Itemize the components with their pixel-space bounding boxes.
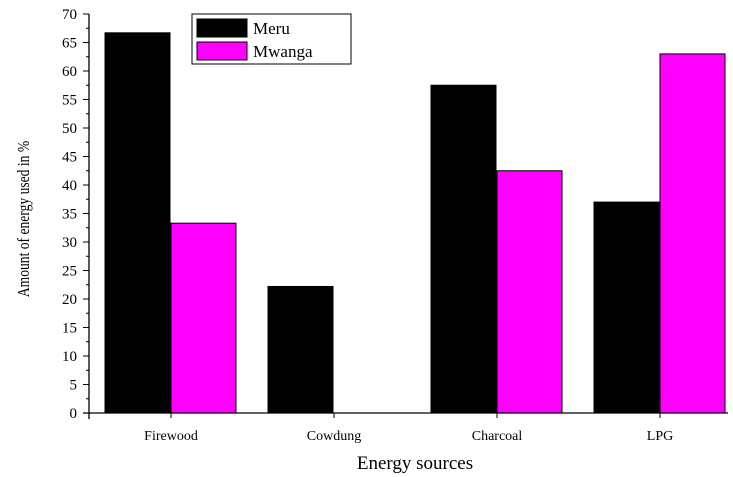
bars-layer: [104, 32, 726, 414]
legend-label-mwanga: Mwanga: [253, 42, 313, 61]
y-tick-label: 5: [70, 378, 78, 394]
y-tick-label: 50: [62, 121, 77, 137]
x-axis-title: Energy sources: [357, 453, 473, 474]
bar-mwanga-lpg: [659, 53, 726, 414]
y-tick-label: 15: [62, 321, 77, 337]
x-tick-label-firewood: Firewood: [144, 429, 198, 444]
y-tick-label: 65: [62, 36, 77, 52]
bar-meru-firewood: [104, 32, 171, 414]
legend: Meru Mwanga: [191, 13, 352, 65]
y-tick-label: 45: [62, 150, 77, 166]
y-tick-label: 10: [62, 349, 77, 365]
y-tick-label: 20: [62, 292, 77, 308]
y-tick-label: 0: [70, 406, 78, 422]
x-tick-label-cowdung: Cowdung: [307, 429, 361, 444]
y-tick-label: 30: [62, 235, 77, 251]
y-tick-label: 40: [62, 178, 77, 194]
y-tick-label: 35: [62, 207, 77, 223]
legend-swatch-mwanga: [196, 41, 248, 61]
legend-label-meru: Meru: [253, 19, 290, 38]
bar-meru-cowdung: [267, 285, 334, 414]
y-tick-label: 60: [62, 64, 77, 80]
y-tick-label: 70: [62, 7, 77, 23]
y-axis-title: Amount of energy used in %: [15, 141, 34, 297]
y-tick-label: 55: [62, 93, 77, 109]
bar-meru-charcoal: [430, 84, 497, 414]
legend-swatch-meru: [196, 18, 248, 38]
bar-mwanga-charcoal: [496, 170, 563, 414]
x-tick-label-lpg: LPG: [647, 429, 673, 444]
bar-mwanga-firewood: [170, 222, 237, 414]
x-tick-label-charcoal: Charcoal: [472, 429, 523, 444]
bar-meru-lpg: [593, 201, 660, 414]
axes-layer: 0 5 10 15 20 25 30 35 40 45 50 55 60 65 70 Firewood Cowd…: [62, 7, 728, 444]
y-tick-label: 25: [62, 264, 77, 280]
